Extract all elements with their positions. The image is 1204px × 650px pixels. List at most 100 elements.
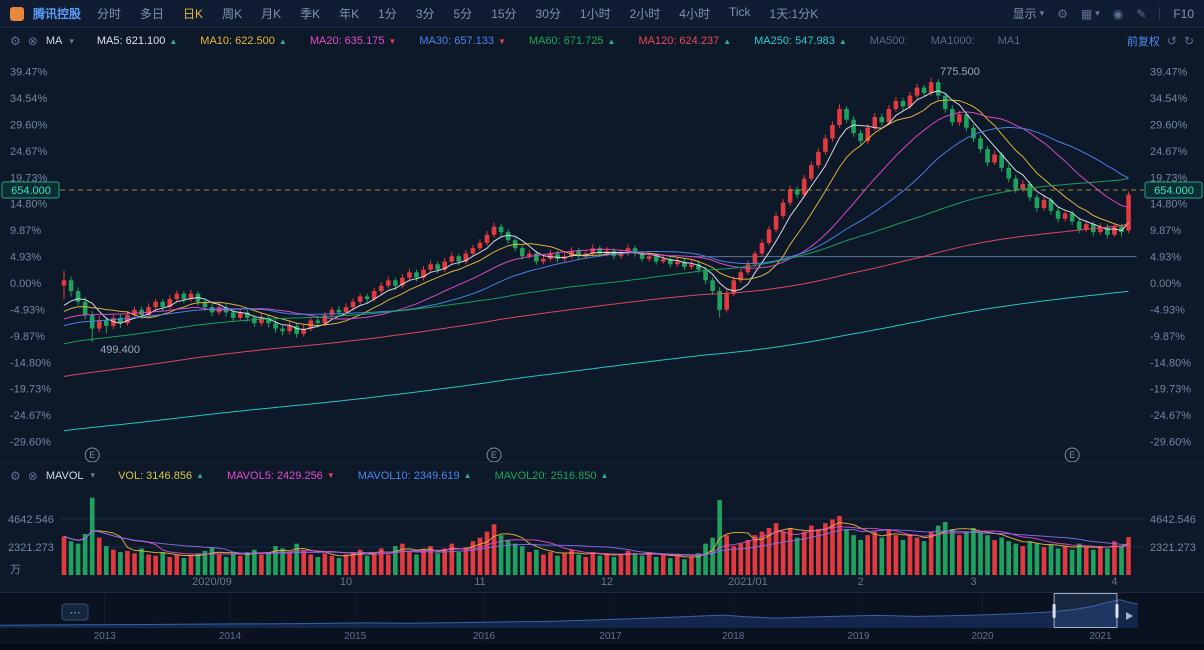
high-price-label: 775.500 [940, 66, 980, 78]
svg-text:2020/09: 2020/09 [192, 576, 232, 588]
period-tab-4小时[interactable]: 4小时 [679, 7, 710, 21]
redo-icon[interactable]: ↻ [1183, 34, 1194, 48]
volume-indicator-bar: ⚙ ⊗ MAVOL ▾ VOL: 3146.856 ▲ MAVOL5: 2429.2… [0, 462, 1204, 488]
vol-legend-item[interactable]: MAVOL10: 2349.619 ▲ [358, 470, 472, 482]
vol-legend-item-text: VOL: 3146.856 [118, 469, 193, 482]
chevron-down-icon[interactable]: ▾ [69, 35, 74, 46]
ma-legend-item[interactable]: MA20: 635.175 ▼ [310, 35, 397, 47]
chevron-down-icon: ▾ [1095, 8, 1100, 18]
ma-settings-gear-icon[interactable]: ⚙ [10, 34, 21, 48]
selection-handle-right[interactable] [1115, 604, 1119, 618]
svg-text:2: 2 [858, 576, 864, 588]
selection-handle-left[interactable] [1052, 604, 1056, 618]
ma-indicator-name[interactable]: MA [45, 35, 63, 47]
navigator-selection[interactable] [1052, 593, 1119, 628]
period-tab-日K[interactable]: 日K [183, 7, 204, 21]
trend-down-icon: ▼ [498, 36, 506, 46]
svg-text:0.00%: 0.00% [1150, 278, 1181, 290]
layout-grid-icon: ▦ [1080, 6, 1093, 21]
vol-legend-item[interactable]: MAVOL20: 2516.850 ▲ [495, 470, 609, 482]
svg-text:E: E [89, 450, 95, 460]
svg-text:24.67%: 24.67% [10, 146, 48, 158]
period-tab-月K[interactable]: 月K [261, 7, 282, 21]
draw-pencil-icon[interactable]: ✎ [1136, 6, 1147, 21]
svg-text:-19.73%: -19.73% [1150, 384, 1191, 396]
period-tab-周K[interactable]: 周K [222, 7, 243, 21]
main-chart-canvas[interactable]: 39.47% 34.54% 29.60% 24.67% 19.73% 14.80% 9.87… [0, 54, 1204, 462]
timeline-navigator[interactable]: ⋯ 2013 2014 2015 2016 2017 2018 2019 2020 2021 [0, 592, 1204, 650]
stock-name[interactable]: 腾讯控股 [33, 7, 82, 21]
chevron-down-icon[interactable]: ▾ [90, 470, 96, 480]
vol-legend-item[interactable]: MAVOL5: 2429.256 ▼ [227, 470, 335, 482]
ma-close-icon[interactable]: ⊗ [27, 34, 38, 48]
svg-text:-4.93%: -4.93% [1150, 304, 1185, 316]
svg-text:2013: 2013 [94, 631, 117, 642]
ma-legend-item[interactable]: MA5: 621.100 ▲ [97, 35, 177, 47]
svg-text:654.000: 654.000 [1154, 185, 1194, 197]
layout-menu-button[interactable]: ▦ ▾ [1081, 7, 1100, 21]
screenshot-camera-icon[interactable]: ◉ [1112, 6, 1124, 21]
period-tab-1天:1分K[interactable]: 1天:1分K [769, 7, 819, 21]
ma-legend-item[interactable]: MA1 [998, 35, 1021, 47]
period-tab-30分[interactable]: 30分 [535, 7, 561, 21]
ma-legend-item[interactable]: MA500: [870, 35, 908, 47]
period-tab-5分[interactable]: 5分 [453, 7, 473, 21]
ma-legend-item-text: MA20: 635.175 [309, 35, 385, 47]
vol-close-icon[interactable]: ⊗ [27, 468, 38, 483]
ma-legend-item[interactable]: MA60: 671.725 ▲ [529, 35, 616, 47]
period-tab-季K[interactable]: 季K [300, 7, 321, 21]
trend-up-icon: ▲ [607, 36, 616, 46]
period-tab-3分[interactable]: 3分 [415, 7, 435, 21]
trend-up-icon: ▲ [838, 36, 847, 46]
undo-icon[interactable]: ↺ [1166, 34, 1177, 48]
app-logo-icon[interactable] [10, 6, 24, 21]
low-price-label: 499.400 [100, 344, 140, 356]
trend-up-icon: ▲ [723, 36, 732, 46]
ma-legend-item[interactable]: MA1000: [931, 35, 975, 47]
period-tab-15分[interactable]: 15分 [491, 7, 517, 21]
period-tab-年K[interactable]: 年K [339, 7, 360, 21]
svg-text:19.73%: 19.73% [1150, 172, 1188, 184]
volume-bars [61, 497, 1131, 575]
svg-text:29.60%: 29.60% [1150, 119, 1188, 131]
vol-settings-gear-icon[interactable]: ⚙ [10, 468, 21, 483]
period-tab-1小时[interactable]: 1小时 [579, 7, 611, 21]
svg-text:-14.80%: -14.80% [10, 357, 51, 369]
period-tab-分时[interactable]: 分时 [97, 7, 122, 21]
ma-legend-item[interactable]: MA250: 547.983 ▲ [754, 35, 847, 47]
ma-legend-item-text: MA30: 657.133 [419, 35, 494, 47]
svg-text:0.00%: 0.00% [10, 278, 41, 290]
period-tab-多日[interactable]: 多日 [140, 7, 165, 21]
svg-text:3: 3 [970, 576, 976, 588]
ma-legend-item-text: MA1000: [930, 35, 975, 47]
navigator-options-button[interactable]: ⋯ [61, 603, 89, 621]
svg-text:19.73%: 19.73% [10, 172, 48, 184]
vol-legend-items: VOL: 3146.856 ▲ MAVOL5: 2429.256 ▼ MAVOL10: … [118, 470, 608, 482]
svg-text:10: 10 [340, 576, 352, 588]
period-tab-2小时[interactable]: 2小时 [629, 7, 661, 21]
svg-text:14.80%: 14.80% [10, 199, 48, 211]
vol-legend-item[interactable]: VOL: 3146.856 ▲ [118, 470, 204, 482]
scroll-right-arrow-icon[interactable] [1126, 612, 1133, 620]
svg-text:2018: 2018 [722, 631, 745, 642]
svg-text:4.93%: 4.93% [1150, 252, 1181, 264]
f10-button[interactable]: F10 [1173, 6, 1194, 21]
trend-down-icon: ▼ [326, 471, 335, 480]
volume-unit-label: 万 [10, 564, 21, 576]
period-tab-Tick[interactable]: Tick [728, 5, 751, 19]
ma-legend-item-text: MA10: 622.500 [200, 35, 275, 47]
volume-chart-canvas[interactable]: 4642.546 4642.546 2321.273 2321.273 万 2020/09… [0, 488, 1204, 592]
period-tab-1分[interactable]: 1分 [378, 7, 397, 21]
svg-text:654.000: 654.000 [11, 185, 51, 197]
ma-legend-item[interactable]: MA10: 622.500 ▲ [200, 35, 287, 47]
ma-legend-item[interactable]: MA120: 624.237 ▲ [638, 35, 731, 47]
ma-legend-item[interactable]: MA30: 657.133 ▼ [419, 35, 506, 47]
period-tabs: 分时 多日 日K 周K 月K 季K 年K 1分 3分 5分 15分 30分 1小时 2小时 4小时 Tick 1… [97, 5, 818, 22]
mavol-lines [63, 522, 1129, 558]
vol-indicator-name[interactable]: MAVOL [45, 469, 84, 482]
settings-icon[interactable]: ⚙ [1057, 6, 1068, 21]
adjust-mode-button[interactable]: 前复权 [1126, 36, 1160, 48]
display-menu-button[interactable]: 显示 ▾ [1013, 5, 1045, 22]
candlesticks [61, 77, 1131, 342]
